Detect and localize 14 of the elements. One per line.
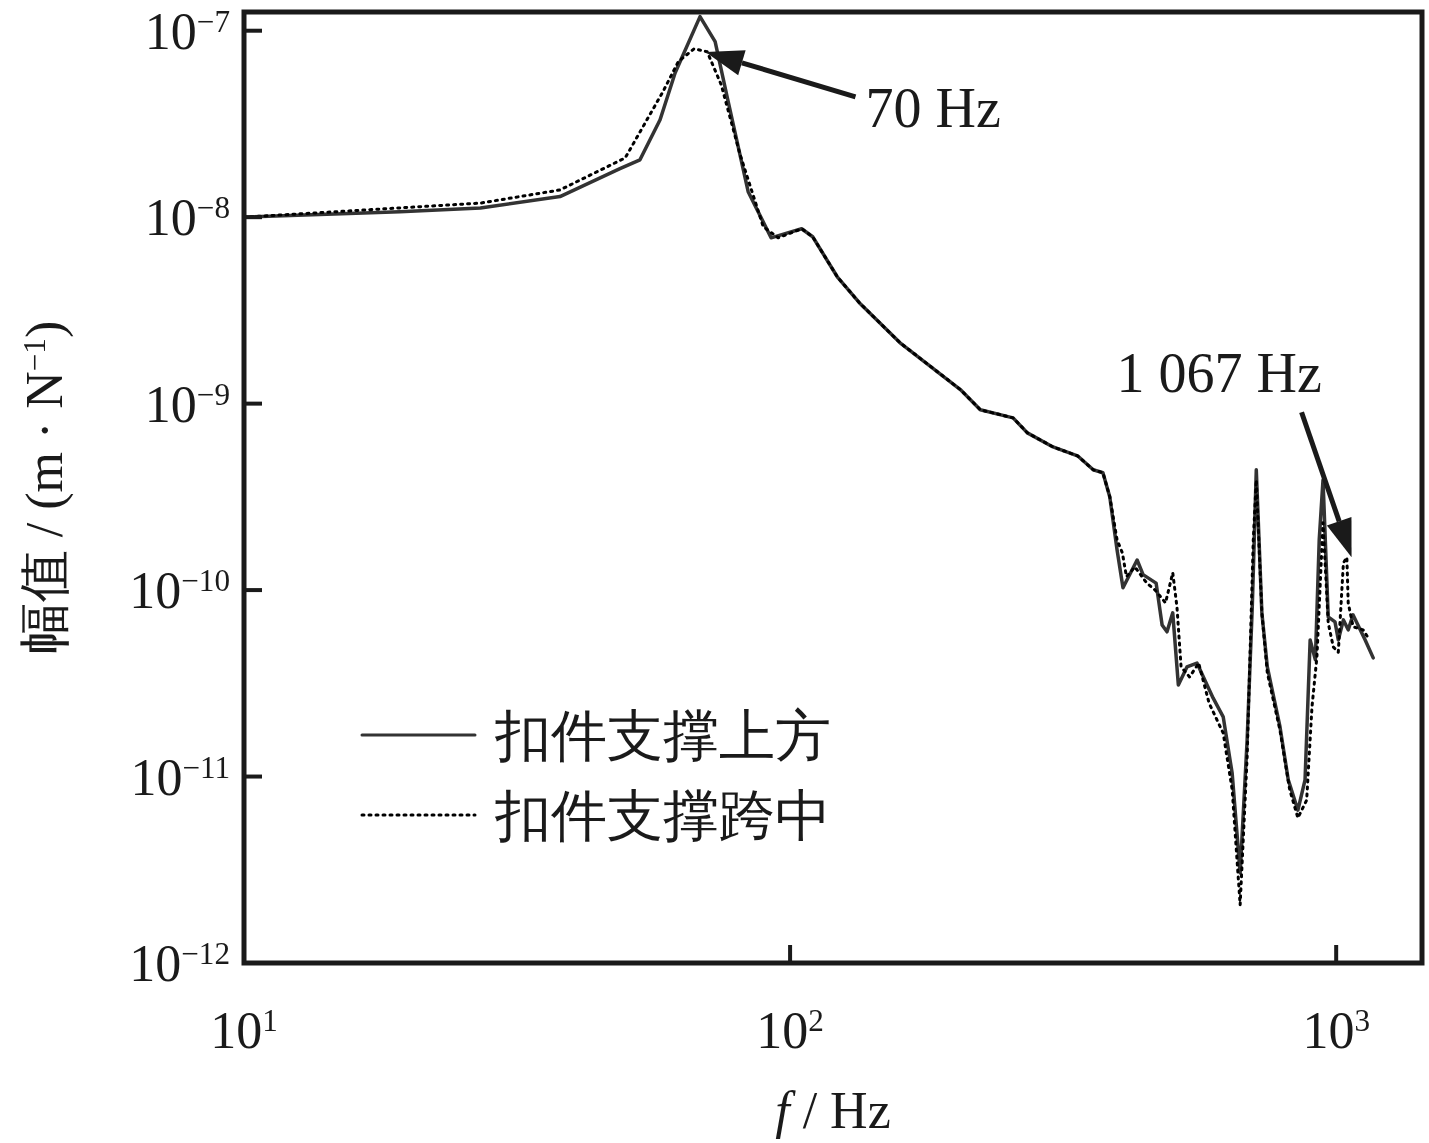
x-tick-label: 10$^{1}$	[210, 1002, 278, 1059]
y-tick-label: 10$^{−12}$	[129, 935, 230, 992]
y-tick-label: 10$^{−10}$	[129, 562, 230, 620]
y-tick-label: 10$^{−9}$	[144, 375, 230, 433]
x-axis-title: f / Hz	[775, 1082, 891, 1139]
annotation: 70 Hz	[865, 76, 1001, 139]
y-tick-label: 10$^{−7}$	[144, 2, 230, 60]
y-tick-label: 10$^{−8}$	[144, 189, 230, 247]
x-tick-label: 10$^{3}$	[1302, 1002, 1370, 1059]
annotation: 1 067 Hz	[1116, 342, 1322, 405]
x-tick-label: 10$^{2}$	[756, 1002, 824, 1059]
legend-label: 扣件支撑跨中	[494, 785, 831, 847]
y-tick-label: 10$^{−11}$	[130, 748, 230, 806]
legend-label: 扣件支撑上方	[494, 705, 831, 767]
